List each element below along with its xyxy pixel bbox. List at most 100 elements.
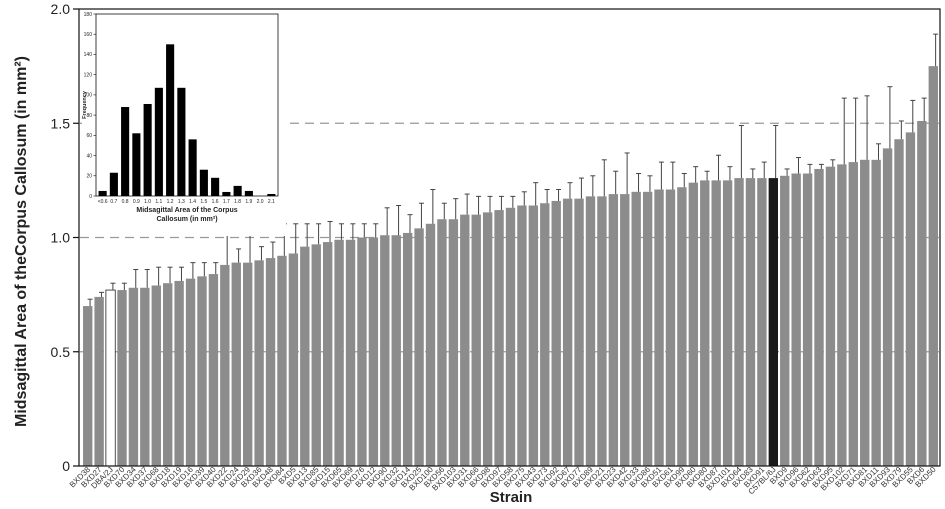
inset-bar: [222, 191, 231, 196]
bar: [117, 290, 127, 466]
inset-x-tick-label: 1.4: [189, 199, 196, 205]
bar: [814, 168, 824, 466]
bar: [471, 214, 481, 466]
bar: [642, 191, 653, 467]
bar: [688, 182, 699, 466]
y-tick-label: 1.5: [51, 115, 71, 131]
bar: [425, 223, 436, 466]
inset-bar: [166, 44, 175, 197]
bar: [448, 219, 459, 466]
bar: [768, 178, 778, 466]
inset-y-tick-label: 0: [89, 194, 92, 200]
bar: [517, 205, 527, 466]
bar: [220, 264, 230, 466]
inset-bar: [244, 190, 253, 196]
bar: [562, 198, 573, 466]
bar: [734, 178, 744, 466]
bar: [677, 187, 687, 467]
error-bars: [87, 33, 939, 307]
bar: [357, 237, 367, 466]
inset-bar: [121, 107, 130, 196]
bar: [288, 253, 299, 466]
inset-y-tick-label: 180: [84, 12, 93, 18]
inset-bar: [132, 133, 141, 196]
inset-bar: [109, 172, 118, 196]
bar: [265, 258, 276, 466]
bar: [334, 239, 344, 466]
inset-bar: [98, 190, 107, 196]
bar: [322, 242, 333, 466]
inset-y-tick-label: 160: [84, 32, 93, 38]
bar: [231, 262, 241, 466]
bar: [780, 175, 790, 466]
bar: [140, 287, 150, 466]
bar: [654, 189, 664, 466]
inset-y-axis-title: Frequency: [82, 90, 88, 119]
inset-y-tick-label: 100: [84, 93, 93, 99]
inset-x-axis-title-line1: Midsagittal Area of the Corpus: [136, 207, 237, 214]
bar: [722, 180, 733, 466]
bar: [185, 278, 196, 466]
bar: [494, 210, 504, 466]
bar: [311, 244, 321, 466]
bar: [94, 296, 104, 466]
bar: [882, 148, 893, 466]
bar: [243, 262, 253, 466]
inset-x-tick-label: 0.9: [133, 199, 140, 205]
bar: [745, 178, 756, 466]
inset-bar: [211, 177, 220, 196]
inset-x-tick-label: <0.6: [98, 199, 108, 205]
inset-x-tick-label: 0.7: [110, 199, 117, 205]
bar: [174, 280, 184, 466]
bar: [208, 274, 219, 466]
inset-bar: [188, 139, 197, 196]
inset-x-tick-label: 1.8: [234, 199, 241, 205]
y-ticks: 0 0.5 1.0 1.5 2.0: [51, 1, 79, 474]
bar: [585, 196, 596, 466]
inset-x-tick-label: 1.7: [223, 199, 230, 205]
bar: [414, 228, 424, 466]
bar: [105, 289, 116, 467]
inset-x-tick-label: 1.3: [178, 199, 185, 205]
bar: [631, 191, 641, 467]
bar-series: [83, 66, 938, 467]
inset-bars: <0.6 0.7 0.8 0.9 1.0 1.1 1.2 1.3 1.4 1.5 1.6 1.7 1.8…: [98, 44, 276, 205]
inset-x-tick-label: 0.8: [122, 199, 129, 205]
y-tick-label: 1.0: [51, 230, 71, 246]
bar: [197, 276, 207, 466]
bar: [871, 159, 881, 466]
bar: [540, 203, 550, 466]
bar: [300, 246, 310, 466]
inset-y-tick-label: 80: [86, 113, 92, 119]
bar: [83, 306, 93, 466]
bar: [437, 219, 447, 466]
inset-bar: [233, 185, 242, 196]
bar: [837, 164, 847, 466]
bar: [917, 120, 927, 466]
bar: [460, 214, 470, 466]
inset-y-ticks: 0 20 40 60 80 100 120 140 160 180: [84, 12, 96, 200]
bar: [482, 212, 493, 466]
bar: [277, 255, 287, 466]
bar: [391, 235, 401, 466]
inset-bar: [177, 87, 186, 196]
inset-y-tick-label: 60: [86, 133, 92, 139]
bar: [700, 180, 710, 466]
bar: [665, 189, 676, 466]
bar: [597, 196, 607, 466]
bar: [928, 66, 938, 466]
bar: [551, 200, 561, 466]
inset-bar: [199, 169, 208, 196]
inset-x-tick-label: 2.1: [268, 199, 275, 205]
bar: [791, 173, 801, 466]
inset-y-tick-label: 140: [84, 52, 93, 58]
bar: [860, 159, 870, 466]
bar: [620, 194, 630, 466]
bar: [711, 180, 721, 466]
x-axis-title: Strain: [490, 489, 533, 506]
bar: [905, 132, 916, 466]
bar: [608, 194, 619, 466]
inset-x-tick-label: 1.5: [200, 199, 207, 205]
inset-bar: [143, 103, 152, 196]
